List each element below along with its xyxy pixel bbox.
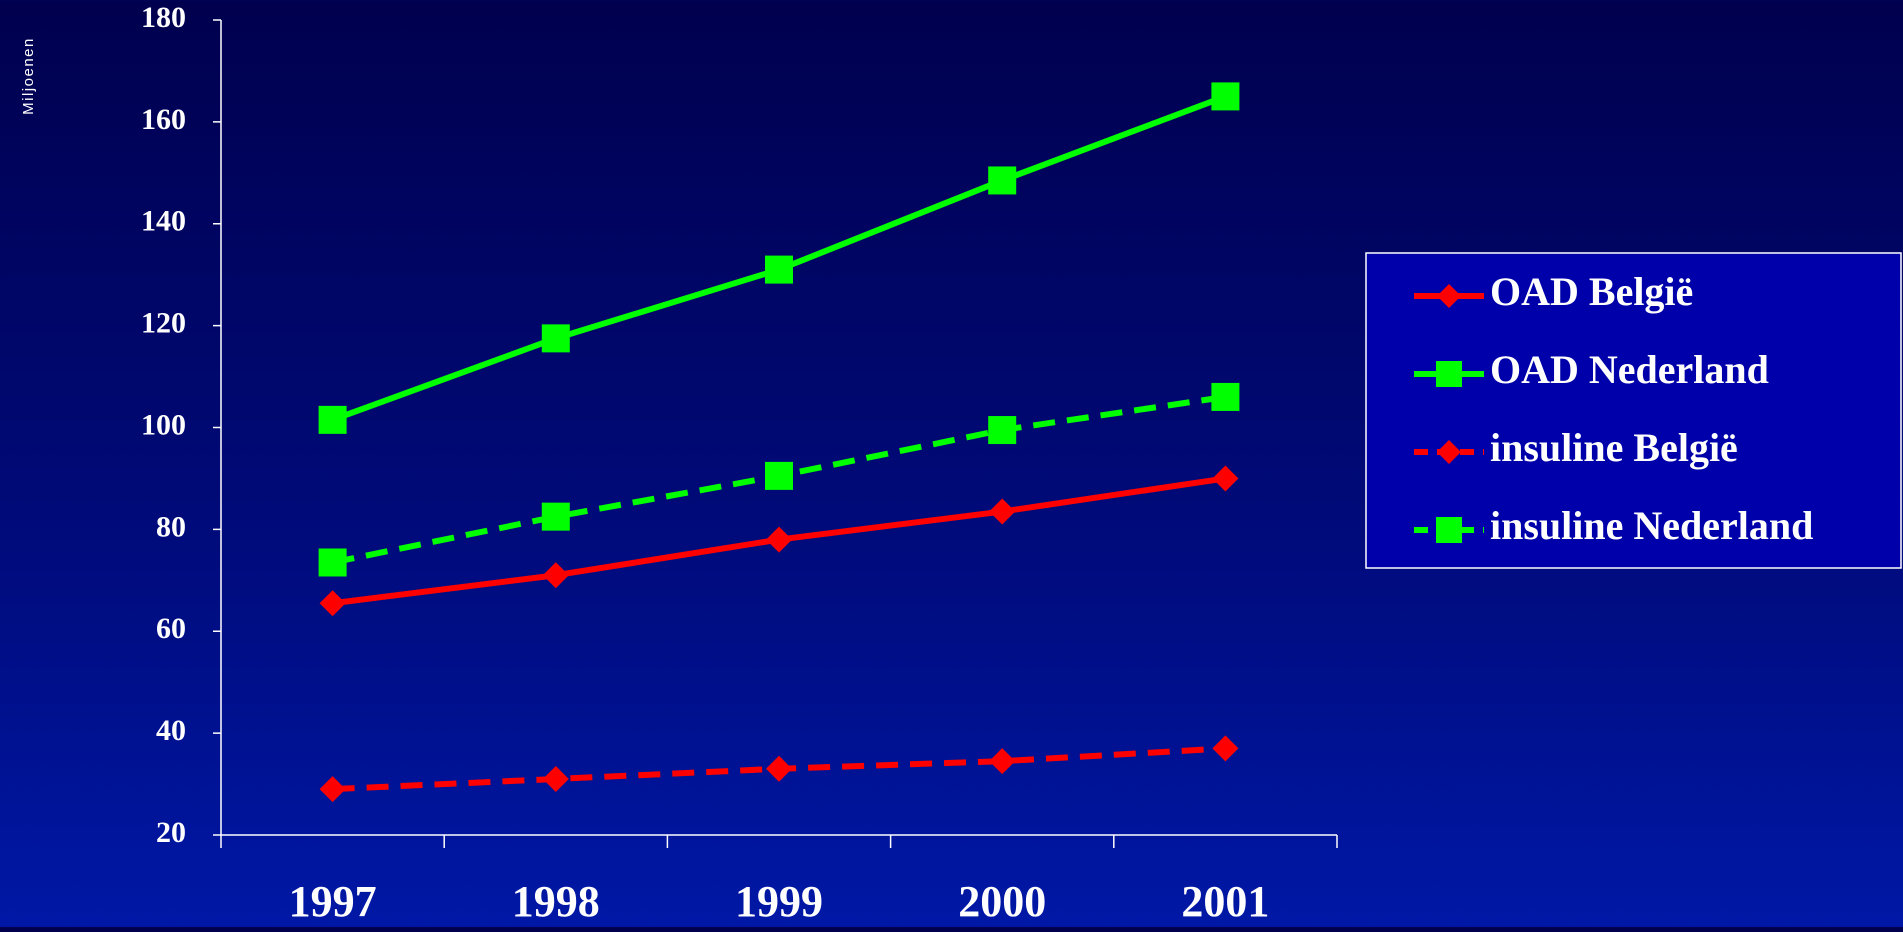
y-tick-label: 40 (156, 714, 186, 747)
data-point (1212, 735, 1239, 762)
y-tick-label: 180 (141, 1, 186, 34)
y-tick-label: 20 (156, 816, 186, 849)
y-tick-label: 60 (156, 612, 186, 645)
legend: OAD België OAD Nederland insuline België in… (1365, 252, 1902, 569)
x-tick-label: 1997 (289, 877, 377, 926)
data-point (541, 324, 570, 353)
data-point (318, 548, 347, 577)
series-insuline-nederland (318, 382, 1240, 577)
legend-marker (1437, 284, 1461, 308)
series-oad-nederland (318, 82, 1240, 434)
data-point (988, 416, 1017, 445)
data-point (541, 502, 570, 531)
y-tick-label: 140 (141, 205, 186, 238)
data-point (765, 461, 793, 490)
legend-label: OAD België (1490, 269, 1693, 314)
x-tick-label: 1999 (735, 877, 823, 926)
data-point (1212, 465, 1239, 492)
legend-box (1365, 252, 1902, 569)
legend-marker (1436, 517, 1462, 543)
legend-label: insuline België (1490, 425, 1738, 470)
data-point (989, 498, 1016, 525)
data-point (766, 526, 792, 553)
data-point (319, 776, 346, 803)
data-point (542, 765, 569, 792)
data-point (1211, 382, 1240, 411)
data-point (1211, 82, 1240, 111)
data-point (988, 166, 1017, 195)
legend-item: OAD Nederland (1414, 347, 1769, 392)
legend-marker (1437, 440, 1461, 464)
x-tick-label: 1998 (512, 877, 600, 926)
series-oad-belgi- (319, 465, 1239, 617)
legend-item: insuline België (1414, 425, 1738, 470)
data-point (319, 590, 346, 617)
legend-marker (1436, 361, 1462, 387)
data-point (765, 255, 793, 284)
y-tick-label: 120 (141, 307, 186, 340)
legend-label: OAD Nederland (1490, 347, 1769, 392)
data-point (766, 755, 792, 782)
y-tick-label: 100 (141, 408, 186, 441)
series-insuline-belgi- (319, 735, 1239, 803)
y-axis-label: Miljoenen (20, 37, 37, 115)
y-tick-label: 160 (141, 103, 186, 136)
series-group (318, 82, 1240, 803)
data-point (318, 405, 347, 434)
data-point (989, 748, 1016, 775)
y-tick-label: 80 (156, 510, 186, 543)
axes: 20 40 60 80 100 120 140 160 180 1997 1998 1999 2000 2… (141, 1, 1338, 926)
legend-label: insuline Nederland (1490, 503, 1813, 548)
x-tick-label: 2001 (1181, 877, 1269, 926)
data-point (542, 562, 569, 589)
legend-item: insuline Nederland (1414, 503, 1813, 548)
x-tick-label: 2000 (958, 877, 1046, 926)
legend-item: OAD België (1414, 269, 1693, 314)
